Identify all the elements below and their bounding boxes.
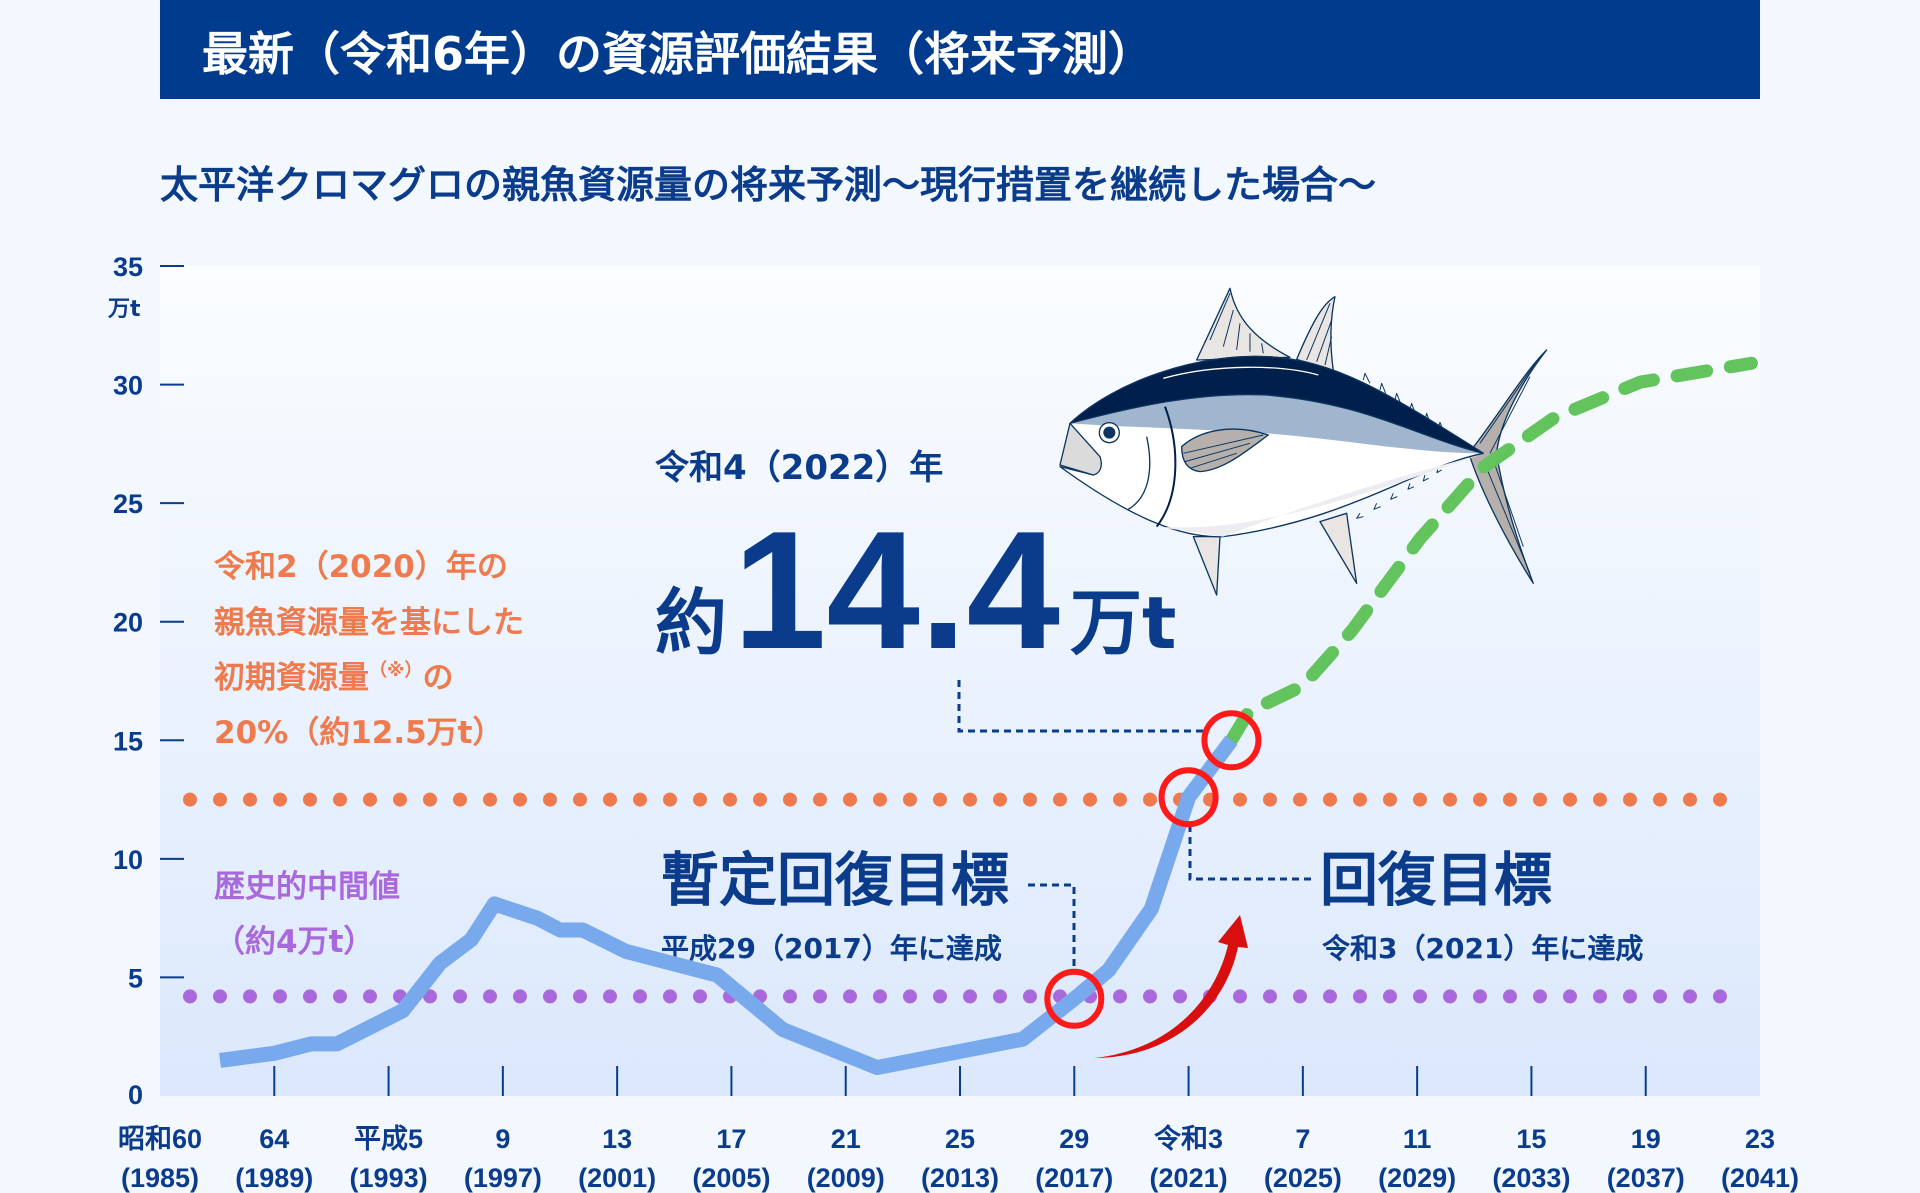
median-text-line2: （約4万t）	[214, 924, 374, 960]
latest-connector	[957, 680, 1206, 733]
x-tick-label: 64	[259, 1124, 289, 1154]
x-tick-label: 17	[716, 1124, 746, 1154]
interim-goal-label: 暫定回復目標	[661, 846, 1009, 914]
interim-goal-note: 平成29（2017）年に達成	[661, 932, 1002, 965]
y-tick-label: 30	[113, 371, 143, 401]
x-tick-sublabel: (2037)	[1607, 1163, 1685, 1193]
median-annotation: 歴史的中間値 （約4万t）	[214, 869, 400, 960]
y-tick-label: 5	[128, 963, 143, 993]
x-tick-sublabel: (2029)	[1378, 1163, 1456, 1193]
x-tick-label: 平成5	[354, 1124, 423, 1154]
x-tick-label: 11	[1403, 1124, 1432, 1154]
goal-connector	[1188, 825, 1316, 881]
y-tick-label: 25	[113, 489, 143, 519]
x-tick-label: 昭和60	[118, 1124, 202, 1154]
y-tick-label: 15	[113, 726, 143, 756]
limit-text-line4: 20%（約12.5万t）	[214, 715, 504, 751]
x-tick-sublabel: (1997)	[464, 1163, 542, 1193]
latest-amount: 約14.4 万t	[655, 496, 1176, 684]
limit-text-line2: 親魚資源量を基にした	[214, 605, 524, 641]
x-tick-sublabel: (1989)	[235, 1163, 313, 1193]
header-title: 最新（令和6年）の資源評価結果（将来予測）	[202, 27, 1154, 81]
x-tick-sublabel: (1985)	[121, 1163, 199, 1193]
header-bar	[160, 0, 1760, 99]
x-tick-label: 25	[945, 1124, 975, 1154]
x-tick-label: 19	[1631, 1124, 1661, 1154]
goal-note: 令和3（2021）年に達成	[1322, 932, 1643, 965]
x-tick-sublabel: (2005)	[692, 1163, 770, 1193]
x-tick-label: 13	[602, 1124, 632, 1154]
limit-text-line1: 令和2（2020）年の	[214, 549, 508, 585]
projection-series-line	[1224, 356, 1758, 747]
x-tick-sublabel: (1993)	[350, 1163, 428, 1193]
limit-text-note-mark: （※）	[369, 660, 423, 681]
goal-label: 回復目標	[1320, 846, 1552, 914]
x-tick-label: 9	[495, 1124, 510, 1154]
y-tick-label: 0	[128, 1080, 143, 1110]
y-axis: 0 5 10 15 20 25 30 35	[113, 252, 184, 1110]
y-unit-label: 万t	[107, 297, 141, 322]
limit-text-particle: の	[423, 660, 454, 696]
x-tick-label: 7	[1295, 1124, 1310, 1154]
x-tick-sublabel: (2041)	[1721, 1163, 1799, 1193]
y-tick-label: 10	[113, 845, 143, 875]
x-tick-sublabel: (2017)	[1035, 1163, 1113, 1193]
interim-goal-connector	[1028, 883, 1076, 968]
x-tick-sublabel: (2009)	[807, 1163, 885, 1193]
latest-year-label: 令和4（2022）年	[655, 448, 943, 488]
limit-annotation: 令和2（2020）年の 親魚資源量を基にした 初期資源量（※）の 20%（約12…	[214, 549, 524, 751]
highlight-circle	[1201, 710, 1262, 771]
median-text-line1: 歴史的中間値	[214, 869, 400, 905]
chart-title: 太平洋クロマグロの親魚資源量の将来予測〜現行措置を継続した場合〜	[160, 163, 1376, 207]
x-tick-sublabel: (2025)	[1264, 1163, 1342, 1193]
limit-text-line3: 初期資源量（※）の	[214, 660, 454, 696]
x-axis: 昭和60 (1985) 64 (1989) 平成5 (1993) 9 (1997) 13 (200…	[118, 1066, 1799, 1193]
limit-text-main: 初期資源量	[214, 660, 369, 696]
highlight-circle	[1158, 767, 1219, 828]
latest-prefix: 約	[655, 581, 727, 665]
x-tick-sublabel: (2033)	[1492, 1163, 1570, 1193]
y-tick-label: 20	[113, 608, 143, 638]
rise-arrow	[1094, 915, 1248, 1058]
x-tick-label: 令和3	[1154, 1123, 1223, 1154]
tuna-illustration	[1059, 287, 1548, 596]
y-tick-label: 35	[113, 252, 143, 282]
x-tick-label: 23	[1745, 1124, 1775, 1154]
x-tick-sublabel: (2021)	[1150, 1163, 1228, 1193]
latest-unit: 万t	[1070, 581, 1176, 665]
x-tick-sublabel: (2001)	[578, 1163, 656, 1193]
x-tick-label: 15	[1516, 1124, 1546, 1154]
highlight-circle	[1044, 968, 1105, 1029]
x-tick-sublabel: (2013)	[921, 1163, 999, 1193]
latest-value: 14.4	[733, 496, 1060, 684]
x-tick-label: 21	[831, 1124, 861, 1154]
x-tick-label: 29	[1059, 1124, 1089, 1154]
highlight-circles	[1044, 710, 1262, 1029]
